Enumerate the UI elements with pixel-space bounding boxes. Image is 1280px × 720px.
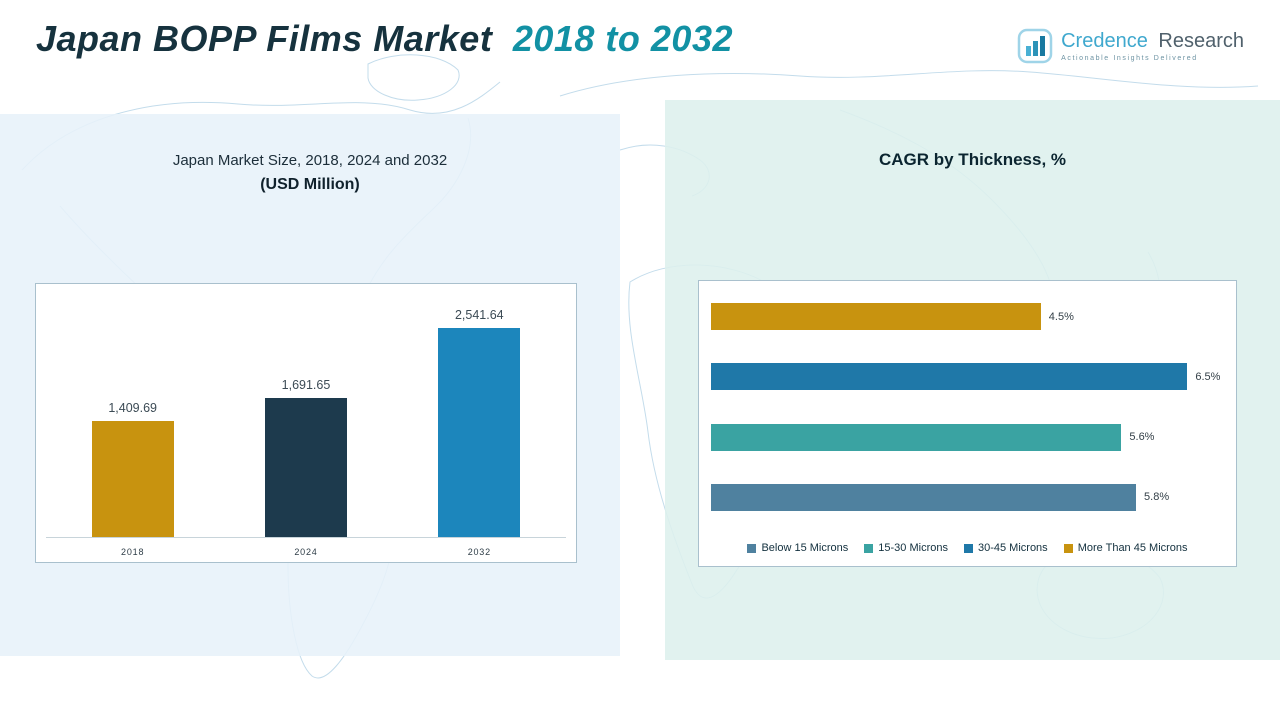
legend-label: 30-45 Microns	[977, 542, 1048, 554]
bar-group-2032: 2,541.64	[394, 308, 566, 537]
cagr-legend: Below 15 Microns 15-30 Microns 30-45 Micro…	[699, 542, 1236, 554]
legend-swatch	[1063, 543, 1073, 553]
logo-text: Credence Research Actionable Insights De…	[1061, 30, 1244, 63]
bar-value-label: 1,409.69	[108, 401, 157, 415]
legend-item-below-15-microns: Below 15 Microns	[747, 542, 848, 554]
bar-2032	[438, 328, 521, 537]
legend-item-15-30-microns: 15-30 Microns	[864, 542, 948, 554]
credence-research-logo: Credence Research Actionable Insights De…	[1017, 28, 1244, 64]
bar-value-label: 2,541.64	[454, 308, 504, 322]
cagr-title: CAGR by Thickness, %	[878, 150, 1067, 169]
bar-value-label: 5.6%	[1129, 431, 1155, 444]
bar-group-2024: 1,691.65	[220, 378, 392, 537]
page-title-main: Japan BOPP Films Market	[36, 18, 493, 59]
market-size-chart: 1,409.69 1,691.65 2,541.64 2018 2024 2032	[35, 283, 577, 563]
bar-value-label: 5.8%	[1144, 491, 1170, 504]
bar-more-than-45-microns	[711, 303, 1041, 330]
cagr-bar-row-below-15-microns: 5.8%	[711, 483, 1224, 511]
page-title-accent: 2018 to 2032	[512, 18, 733, 59]
legend-label: More Than 45 Microns	[1077, 542, 1188, 554]
legend-item-30-45-microns: 30-45 Microns	[963, 542, 1048, 554]
legend-label: 15-30 Microns	[878, 542, 948, 554]
cagr-bar-row-15-30-microns: 5.6%	[711, 423, 1224, 451]
page-title: Japan BOPP Films Market 2018 to 2032	[36, 18, 733, 60]
legend-swatch	[864, 543, 874, 553]
logo-tagline: Actionable Insights Delivered	[1061, 54, 1198, 62]
bar-30-45-microns	[711, 363, 1188, 391]
market-size-subtitle: (USD Million)	[260, 176, 360, 193]
bar-2018	[91, 421, 174, 537]
legend-label: Below 15 Microns	[761, 542, 849, 554]
market-size-plot: 1,409.69 1,691.65 2,541.64	[46, 296, 566, 538]
cagr-bar-row-more-than-45-microns: 4.5%	[711, 303, 1224, 330]
logo-brand-first: Credence	[1061, 29, 1148, 52]
x-axis-label-2032: 2032	[467, 547, 491, 557]
bar-value-label: 1,691.65	[281, 378, 331, 392]
header: Japan BOPP Films Market 2018 to 2032	[36, 18, 733, 60]
bar-chart-logo-icon	[1017, 28, 1053, 64]
cagr-chart: 4.5% 6.5% 5.6% 5.8% Below 15 Microns 15-30 M…	[698, 280, 1237, 567]
legend-item-more-than-45-microns: More Than 45 Microns	[1063, 542, 1188, 554]
cagr-bar-row-30-45-microns: 6.5%	[711, 363, 1224, 391]
cagr-panel: CAGR by Thickness, % 4.5% 6.5% 5.6% 5.8% Be…	[665, 100, 1280, 660]
bar-group-2018: 1,409.69	[47, 401, 219, 537]
x-axis-label-2024: 2024	[294, 547, 318, 557]
bar-2024	[264, 398, 347, 537]
market-size-title: Japan Market Size, 2018, 2024 and 2032	[172, 152, 448, 169]
bar-15-30-microns	[711, 423, 1122, 451]
bar-value-label: 4.5%	[1048, 310, 1074, 323]
bar-value-label: 6.5%	[1195, 370, 1221, 383]
logo-brand: Credence Research	[1061, 30, 1244, 52]
legend-swatch	[963, 543, 973, 553]
cagr-rows: 4.5% 6.5% 5.6% 5.8%	[711, 303, 1224, 511]
x-axis-label-2018: 2018	[121, 547, 145, 557]
market-size-panel: Japan Market Size, 2018, 2024 and 2032 (…	[0, 114, 620, 656]
market-size-categories: 2018 2024 2032	[46, 547, 566, 557]
logo-brand-second: Research	[1158, 29, 1244, 52]
legend-swatch	[747, 543, 757, 553]
bar-below-15-microns	[711, 483, 1137, 511]
